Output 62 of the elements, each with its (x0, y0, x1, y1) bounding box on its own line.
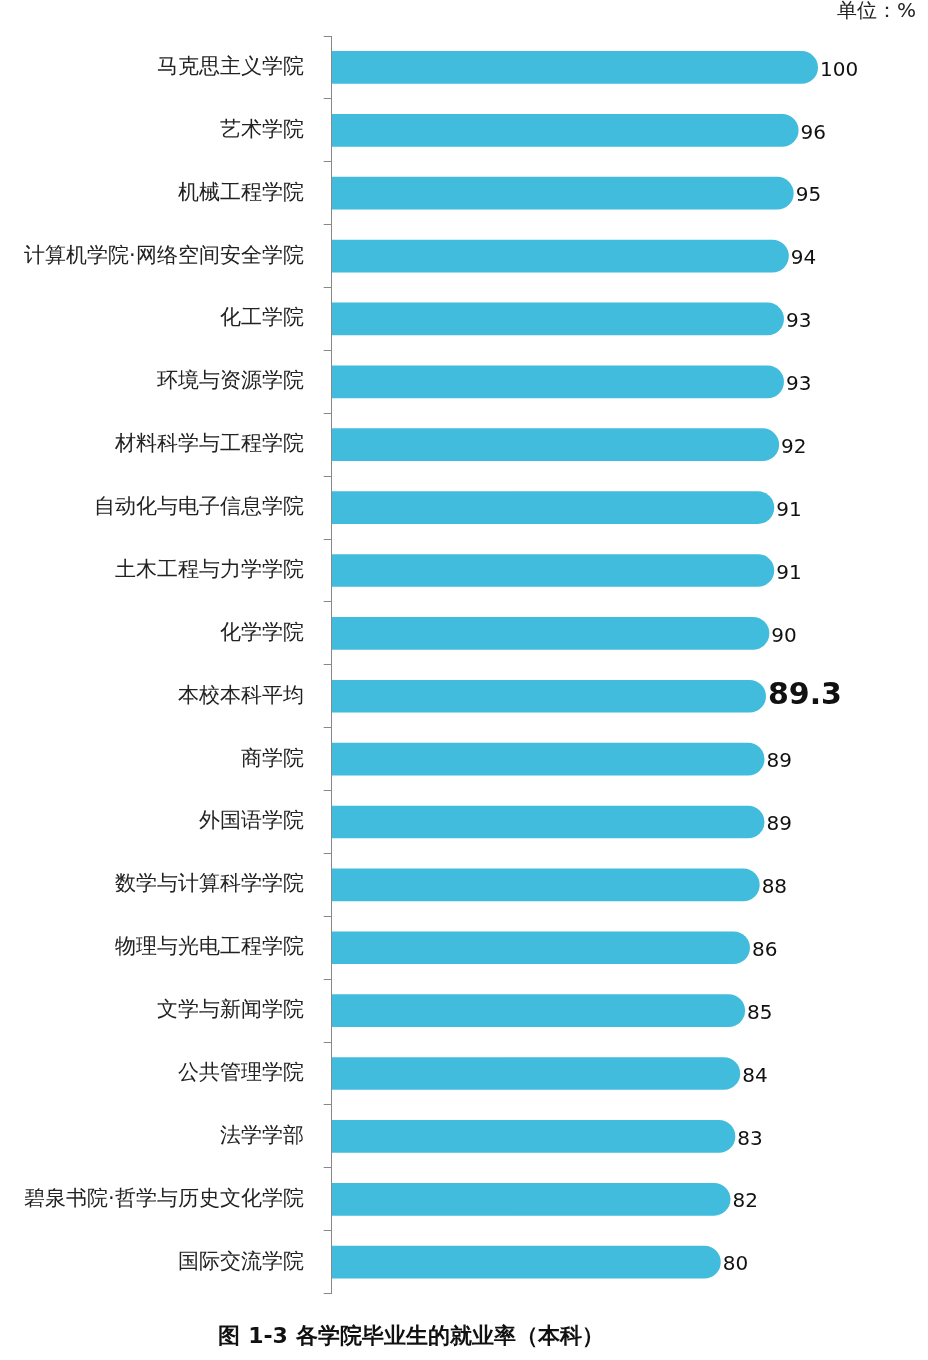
bar (331, 491, 775, 524)
data-label: 80 (722, 1251, 749, 1276)
y-tick-label: 自动化与电子信息学院 (93, 494, 304, 519)
y-tick-label: 文学与新闻学院 (156, 997, 304, 1022)
y-tick-label: 材料科学与工程学院 (113, 431, 304, 456)
bar (331, 805, 765, 839)
data-label: 91 (776, 496, 802, 521)
y-tick-label: 碧泉书院·哲学与历史文化学院 (23, 1185, 304, 1210)
text: 图 1-3 各学院毕业生的就业率（本科） (218, 1322, 604, 1348)
y-tick-label: 马克思主义学院 (156, 53, 304, 78)
data-label: 85 (747, 999, 773, 1024)
y-tick-label: 本校本科平均 (177, 682, 304, 707)
text: 单位：% (836, 0, 916, 23)
data-label: 88 (761, 874, 788, 899)
y-tick-label: 物理与光电工程学院 (114, 934, 304, 959)
y-tick-label: 公共管理学院 (177, 1059, 304, 1084)
bar (331, 113, 799, 147)
y-tick-label: 外国语学院 (198, 808, 304, 833)
data-label: 83 (737, 1125, 763, 1150)
y-tick-label: 商学院 (240, 745, 304, 770)
y-tick-label: 数学与计算科学学院 (114, 871, 304, 896)
y-tick-label: 计算机学院·网络空间安全学院 (23, 242, 304, 267)
y-tick-label: 国际交流学院 (177, 1248, 304, 1273)
bar (331, 1245, 721, 1279)
data-label: 93 (785, 371, 812, 396)
y-tick-label: 机械工程学院 (177, 179, 304, 204)
bar (331, 994, 746, 1027)
y-tick-label: 化工学院 (219, 305, 304, 330)
y-tick-label: 法学学部 (219, 1122, 304, 1147)
data-label: 96 (800, 119, 826, 144)
bar (331, 1182, 731, 1216)
data-label: 90 (771, 622, 797, 647)
data-label: 100 (820, 56, 859, 81)
bar (331, 931, 750, 965)
y-tick-label: 化学学院 (219, 619, 304, 644)
bar (331, 302, 784, 336)
bar (331, 428, 780, 462)
bar (331, 617, 770, 650)
data-label: 89.3 (767, 676, 842, 712)
bar (331, 1057, 741, 1090)
bar (331, 176, 794, 210)
bar (331, 51, 818, 84)
y-tick-label: 环境与资源学院 (156, 368, 304, 393)
data-label: 95 (795, 182, 822, 207)
data-label: 82 (732, 1188, 758, 1213)
data-label: 89 (766, 811, 792, 836)
bar (331, 742, 765, 776)
bar (331, 868, 760, 902)
data-label: 84 (742, 1062, 768, 1087)
bar (331, 679, 766, 713)
data-label: 89 (766, 748, 792, 773)
y-tick-label: 艺术学院 (219, 116, 304, 141)
bar (331, 365, 784, 399)
data-label: 92 (781, 433, 807, 458)
data-label: 91 (776, 559, 802, 584)
data-label: 86 (751, 936, 778, 961)
bar (331, 239, 789, 273)
data-label: 94 (790, 245, 817, 270)
bar (331, 554, 775, 587)
bar (331, 1120, 736, 1153)
data-label: 93 (785, 308, 812, 333)
y-tick-label: 土木工程与力学学院 (114, 556, 304, 581)
